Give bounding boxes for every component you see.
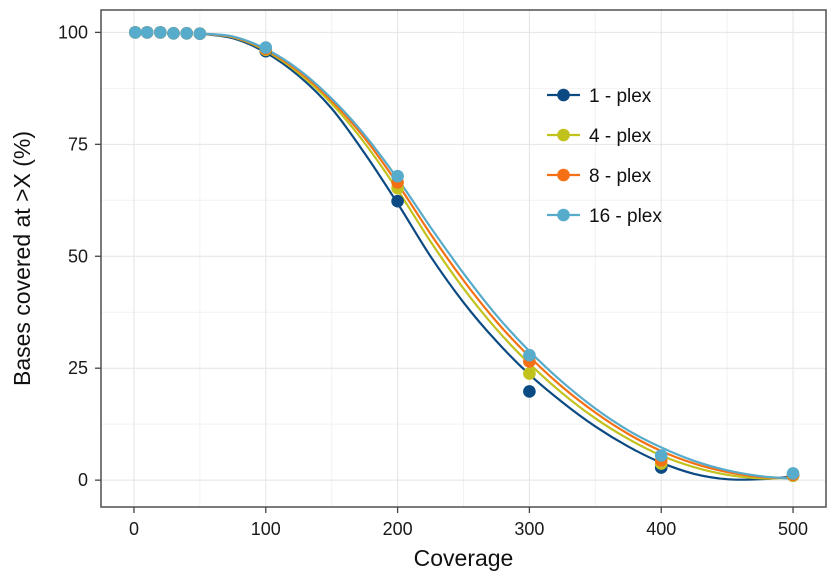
data-point-series-4 bbox=[654, 449, 668, 462]
legend-swatch-dot bbox=[557, 168, 570, 182]
legend-label: 1 - plex bbox=[589, 86, 652, 107]
grid bbox=[101, 10, 826, 507]
legend-swatch-dot bbox=[557, 128, 570, 142]
data-point-series-4 bbox=[523, 348, 536, 362]
y-tick-label: 0 bbox=[78, 470, 88, 490]
data-point-series-4 bbox=[391, 169, 404, 183]
fit-curve-series-2 bbox=[199, 32, 794, 480]
x-tick-label: 0 bbox=[129, 519, 139, 539]
data-point-series-4 bbox=[193, 27, 207, 41]
y-tick-label: 100 bbox=[58, 22, 88, 42]
y-tick-label: 25 bbox=[68, 358, 88, 378]
fit-curve-series-4 bbox=[199, 32, 794, 480]
legend-swatch-dot bbox=[557, 208, 570, 222]
legend-swatch-dot bbox=[557, 88, 570, 102]
fit-curve-series-1 bbox=[199, 32, 794, 481]
data-point-series-4 bbox=[140, 26, 154, 39]
legend-label: 4 - plex bbox=[589, 126, 652, 147]
legend: 1 - plex 4 - plex 8 - plex 16 - plex bbox=[547, 86, 662, 227]
legend-label: 16 - plex bbox=[589, 206, 662, 227]
y-tick-label: 75 bbox=[68, 134, 88, 154]
fit-curves bbox=[199, 32, 794, 481]
y-axis-title: Bases covered at >X (%) bbox=[9, 131, 35, 386]
data-point-series-1 bbox=[523, 385, 536, 398]
fit-curve-series-3 bbox=[199, 32, 794, 480]
x-tick-label: 500 bbox=[778, 519, 808, 539]
data-point-series-1 bbox=[391, 194, 404, 208]
y-tick-label: 50 bbox=[68, 246, 88, 266]
x-tick-label: 200 bbox=[383, 519, 413, 539]
data-point-series-4 bbox=[180, 26, 193, 40]
data-point-series-4 bbox=[786, 467, 800, 480]
legend-label: 8 - plex bbox=[589, 166, 652, 187]
x-tick-label: 300 bbox=[514, 519, 544, 539]
axis-ticks: 0 100 200 300 400 500 0 25 50 75 100 bbox=[58, 22, 808, 539]
x-axis-title: Coverage bbox=[414, 545, 514, 571]
data-points bbox=[128, 26, 800, 482]
x-tick-label: 400 bbox=[646, 519, 676, 539]
data-point-series-4 bbox=[154, 26, 167, 39]
data-point-series-2 bbox=[523, 367, 536, 380]
data-point-series-4 bbox=[128, 26, 142, 39]
data-point-series-4 bbox=[167, 26, 180, 40]
data-point-series-4 bbox=[259, 41, 273, 54]
plot-frame bbox=[100, 9, 827, 508]
x-tick-label: 100 bbox=[251, 519, 281, 539]
